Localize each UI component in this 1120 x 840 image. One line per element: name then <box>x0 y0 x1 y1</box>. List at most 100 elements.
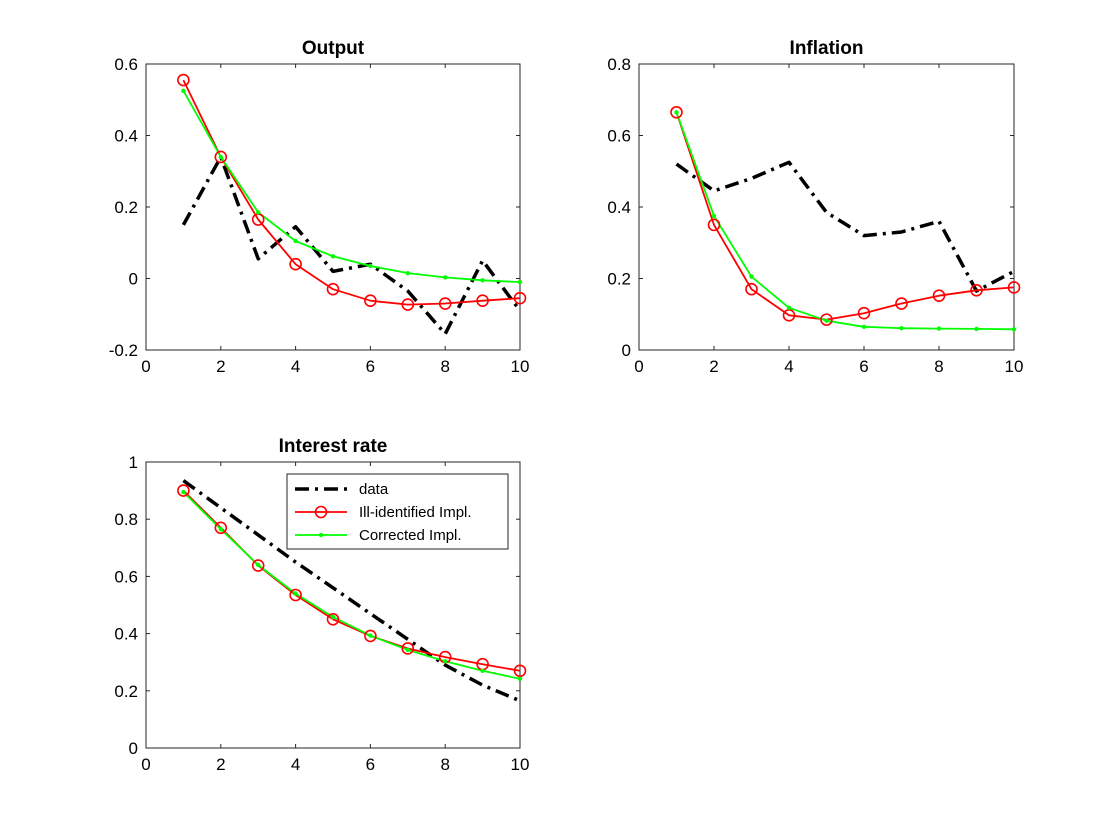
y-tick-label: 0.8 <box>607 55 631 74</box>
marker-ill <box>820 313 833 326</box>
marker-corr <box>443 659 448 664</box>
marker-ill <box>895 297 908 310</box>
marker-ill <box>177 73 190 87</box>
marker-corr <box>368 263 373 269</box>
x-tick-label: 2 <box>216 755 225 774</box>
marker-ill <box>289 588 302 602</box>
marker-corr <box>861 324 867 329</box>
x-tick-label: 2 <box>709 357 718 376</box>
marker-corr <box>330 254 336 259</box>
y-tick-label: 0.6 <box>607 127 631 146</box>
series-group <box>675 111 1014 331</box>
x-tick-label: 2 <box>216 357 225 376</box>
marker-ill <box>364 294 377 307</box>
series-line-ill <box>182 79 520 306</box>
marker-corr <box>405 647 410 653</box>
marker-corr <box>936 326 942 331</box>
marker-ill <box>326 282 340 296</box>
marker-corr <box>674 110 679 115</box>
y-tick-label: 1 <box>129 453 138 472</box>
y-tick-label: 0 <box>622 341 631 360</box>
marker-corr <box>330 614 336 620</box>
marker-corr <box>218 154 223 160</box>
x-tick-label: 0 <box>141 357 150 376</box>
marker-ill <box>513 291 527 305</box>
marker-corr <box>218 527 223 532</box>
y-tick-label: 0 <box>129 270 138 289</box>
marker-corr <box>443 275 448 280</box>
legend-label-data: data <box>359 481 389 498</box>
marker-ill <box>214 521 228 535</box>
series-group <box>181 79 520 336</box>
x-tick-label: 0 <box>634 357 643 376</box>
marker-corr <box>405 270 410 276</box>
marker-corr <box>480 278 485 283</box>
x-tick-label: 6 <box>859 357 868 376</box>
marker-ill <box>745 282 758 296</box>
chart-title: Inflation <box>790 38 864 59</box>
x-tick-label: 8 <box>934 357 943 376</box>
x-tick-label: 8 <box>440 755 449 774</box>
marker-ill <box>970 283 983 297</box>
subplot-3: Interest rate 0 2 4 6 8 10 0 0.2 0.4 0.6 0.8 1 data Il… <box>114 436 529 774</box>
chart-title: Output <box>302 38 365 59</box>
marker-corr <box>293 238 298 244</box>
marker-corr <box>517 676 523 681</box>
marker-ill <box>326 612 340 626</box>
y-tick-label: 0.4 <box>114 625 138 644</box>
series-line-corr <box>182 491 520 680</box>
legend-marker-ill <box>314 505 328 519</box>
marker-corr <box>824 318 829 323</box>
marker-ill <box>401 642 415 655</box>
series-line-ill <box>675 112 1014 321</box>
axes-box <box>145 63 521 351</box>
series-line-corr <box>675 111 1014 331</box>
marker-ill <box>513 664 527 678</box>
series-line-corr <box>182 90 520 283</box>
subplot-2: Inflation 0 2 4 6 8 10 0 0.2 0.4 0.6 0.8 <box>607 38 1023 376</box>
axes-box <box>638 63 1015 351</box>
marker-corr <box>711 213 717 219</box>
marker-corr <box>749 274 754 279</box>
y-tick-label: 0.8 <box>114 510 138 529</box>
marker-corr <box>293 591 298 596</box>
marker-corr <box>786 305 792 311</box>
marker-corr <box>368 633 373 638</box>
marker-corr <box>181 489 186 495</box>
legend-marker-corr <box>318 532 324 538</box>
marker-ill <box>670 105 683 119</box>
marker-ill <box>289 257 302 271</box>
x-tick-label: 6 <box>366 755 375 774</box>
x-tick-label: 10 <box>511 755 530 774</box>
series-line-data <box>675 160 1014 293</box>
marker-corr <box>899 325 904 331</box>
x-tick-label: 4 <box>291 357 300 376</box>
y-tick-label: 0.2 <box>114 198 138 217</box>
y-tick-label: 0.4 <box>607 198 631 217</box>
marker-ill <box>251 559 265 572</box>
marker-ill <box>364 629 377 643</box>
x-tick-label: 8 <box>440 357 449 376</box>
marker-corr <box>256 210 261 215</box>
chart-title: Interest rate <box>279 436 388 457</box>
series-group <box>182 479 520 703</box>
x-tick-label: 10 <box>1005 357 1024 376</box>
legend-label-corr: Corrected Impl. <box>359 527 462 544</box>
marker-ill <box>707 218 721 232</box>
y-tick-label: 0 <box>129 739 138 758</box>
series-line-data <box>182 479 520 703</box>
x-tick-label: 4 <box>291 755 300 774</box>
marker-corr <box>517 279 523 285</box>
series-line-data <box>181 155 520 336</box>
marker-ill <box>932 289 946 302</box>
x-tick-label: 10 <box>511 357 530 376</box>
marker-corr <box>1011 327 1017 332</box>
marker-corr <box>181 88 186 94</box>
marker-ill <box>214 150 228 164</box>
legend: data Ill-identified Impl. Corrected Impl. <box>286 473 509 550</box>
marker-ill <box>438 297 452 310</box>
legend-label-ill: Ill-identified Impl. <box>359 504 472 521</box>
marker-ill <box>476 294 489 307</box>
